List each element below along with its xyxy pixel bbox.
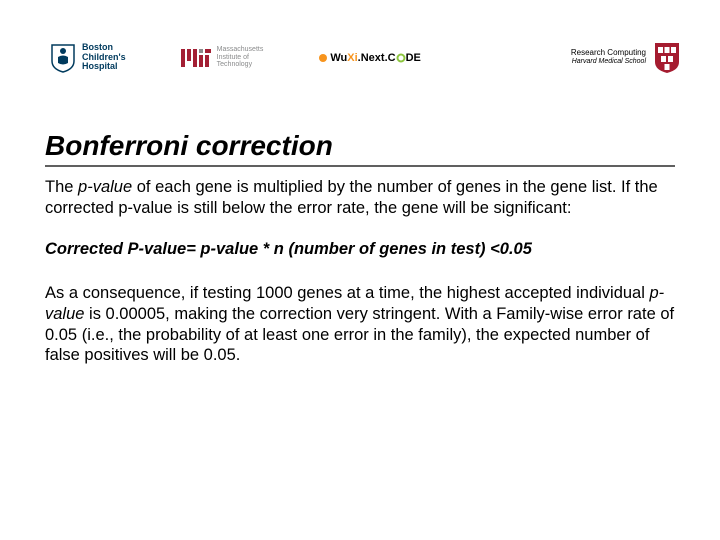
p1-post: of each gene is multiplied by the number… [45, 178, 658, 217]
p2-post: is 0.00005, making the correction very s… [45, 305, 674, 364]
wuxi-o-icon [396, 53, 406, 63]
logo-boston-childrens: Boston Children's Hospital [50, 43, 126, 73]
logos-left: Boston Children's Hospital Massachusetts… [50, 43, 421, 73]
header-right: Research Computing Harvard Medical Schoo… [571, 42, 680, 74]
wuxi-p3: Next [361, 52, 385, 64]
mit-text: Massachusetts Institute of Technology [217, 46, 264, 69]
wuxi-p4: C [388, 52, 396, 64]
mit-line1: Massachusetts [217, 46, 264, 54]
bch-line3: Hospital [82, 62, 126, 72]
paragraph-2: As a consequence, if testing 1000 genes … [45, 283, 675, 366]
wuxi-p1: Wu [330, 52, 347, 64]
wuxi-p5: DE [406, 52, 421, 64]
logo-wuxi-nextcode: WuXi.Next.CDE [318, 52, 421, 64]
wuxi-p2: Xi [347, 52, 357, 64]
content: Bonferroni correction The p-value of eac… [0, 100, 720, 366]
rc-line1: Research Computing [571, 49, 646, 58]
paragraph-1: The p-value of each gene is multiplied b… [45, 177, 675, 218]
mit-line3: Technology [217, 61, 264, 69]
mit-bars-icon [181, 49, 211, 67]
p2-pre: As a consequence, if testing 1000 genes … [45, 284, 649, 302]
wuxi-dot-icon [318, 53, 328, 63]
slide-title: Bonferroni correction [45, 130, 675, 167]
logo-mit: Massachusetts Institute of Technology [181, 46, 264, 69]
header: Boston Children's Hospital Massachusetts… [0, 0, 720, 100]
research-computing-text: Research Computing Harvard Medical Schoo… [571, 49, 646, 65]
rc-line2: Harvard Medical School [571, 58, 646, 66]
p1-pre: The [45, 178, 78, 196]
formula: Corrected P-value= p-value * n (number o… [45, 240, 675, 259]
bch-shield-icon [50, 43, 76, 73]
bch-text: Boston Children's Hospital [82, 43, 126, 73]
mit-line2: Institute of [217, 54, 264, 62]
p1-ital: p-value [78, 178, 132, 196]
harvard-shield-icon [654, 42, 680, 74]
